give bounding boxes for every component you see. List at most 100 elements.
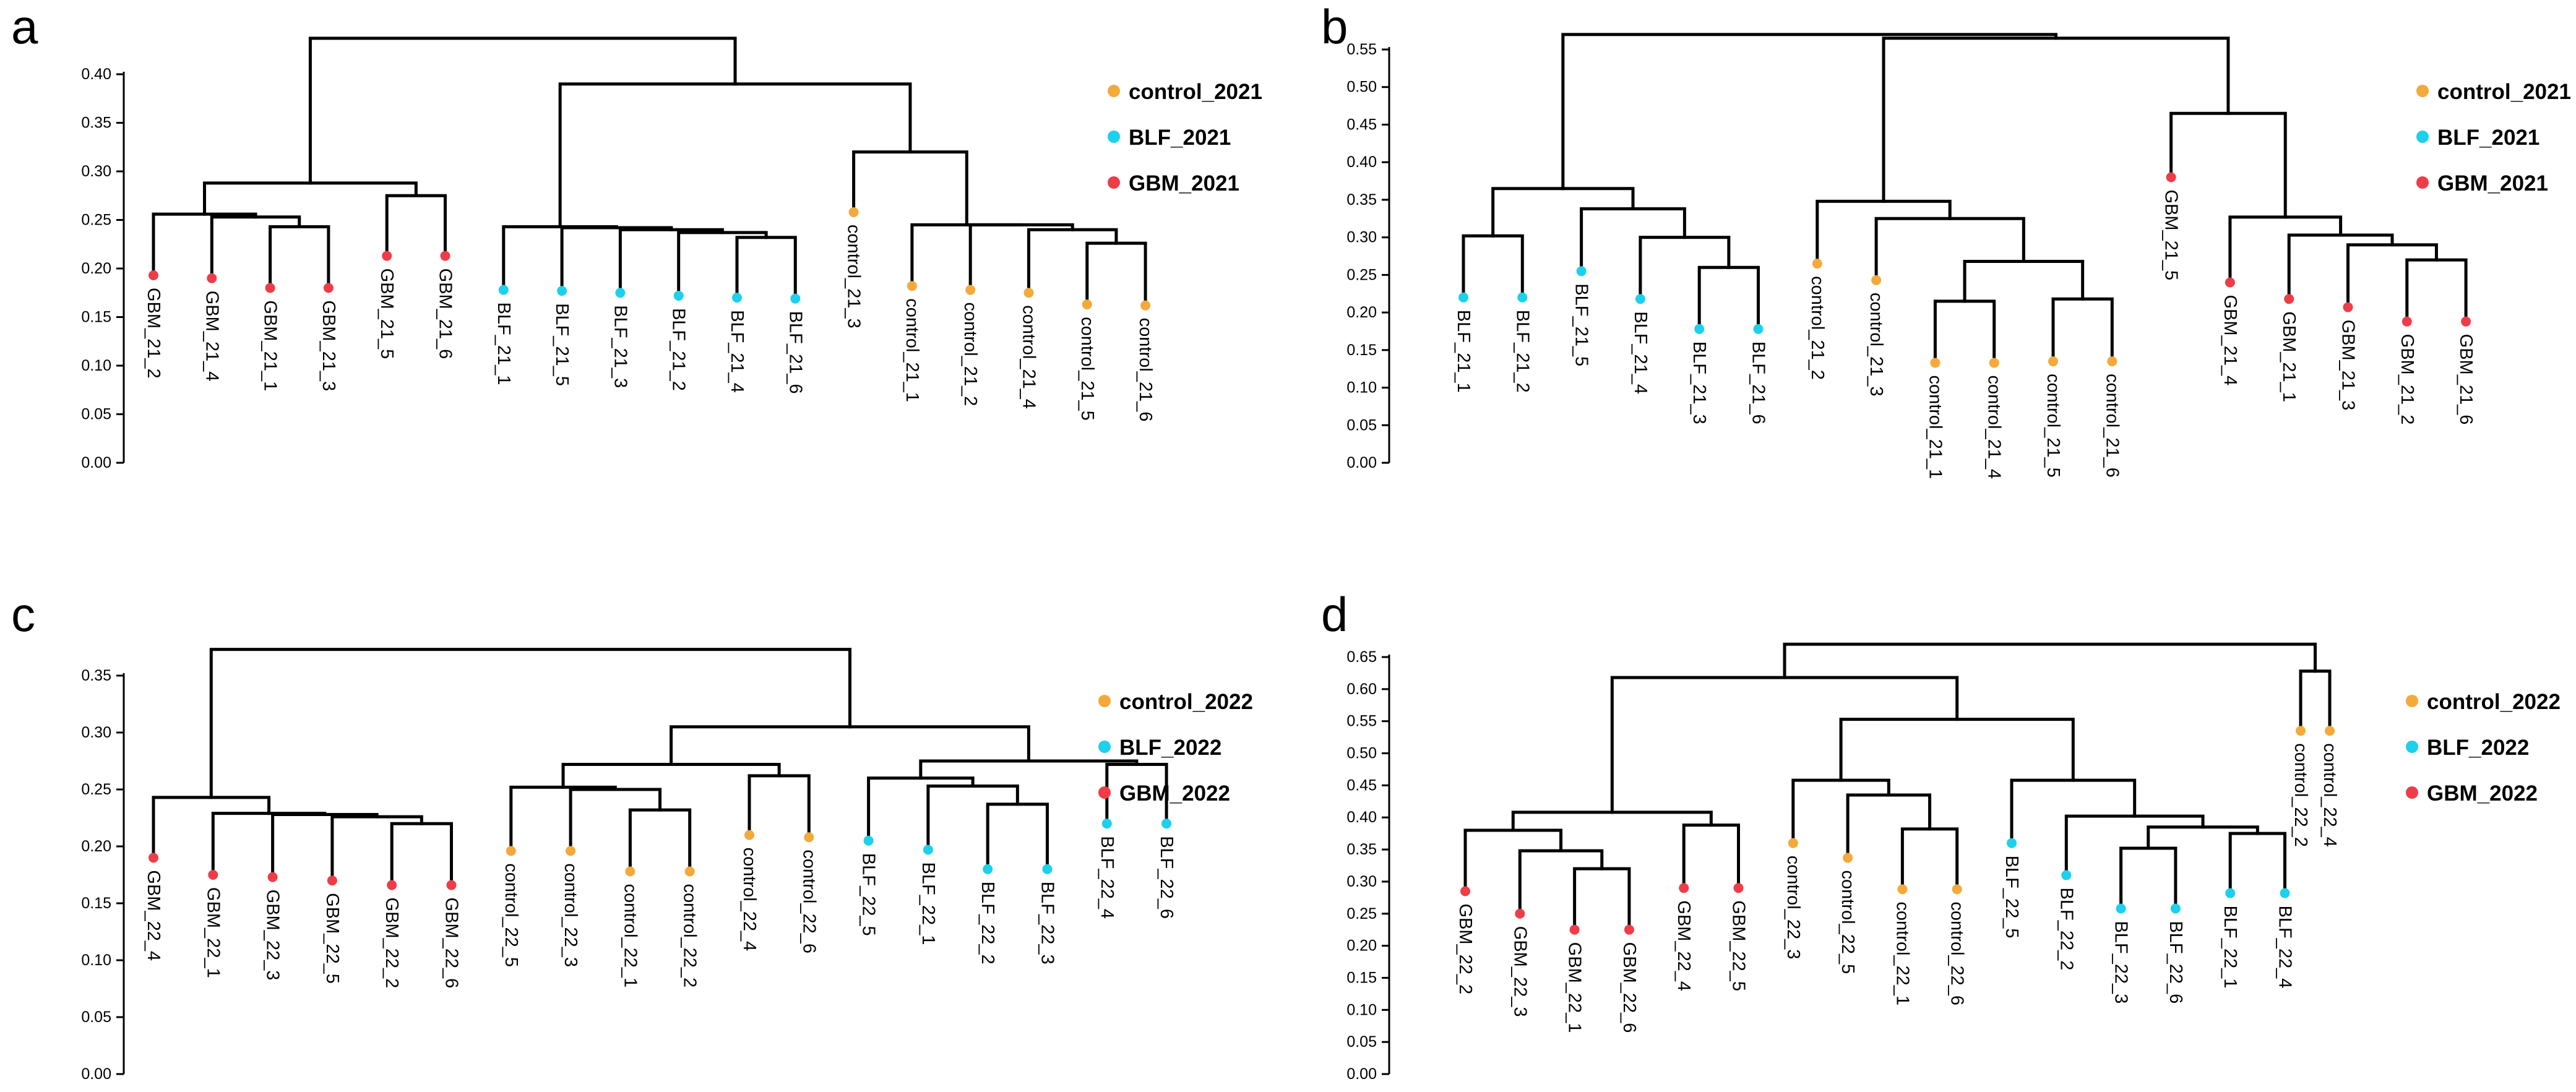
leaf-label: GBM_22_5 [1729, 900, 1749, 991]
dendrogram-branch [677, 231, 768, 298]
leaf-dot [267, 872, 278, 882]
leaf-label: GBM_22_3 [1510, 926, 1530, 1017]
legend-dot [1098, 786, 1111, 799]
leaf-label: GBM_21_3 [2338, 320, 2358, 411]
y-tick-label: 0.35 [1346, 191, 1377, 209]
y-tick-label: 0.30 [1346, 873, 1377, 890]
leaf-GBM_21_4: GBM_21_4 [2220, 277, 2240, 385]
y-axis: 0.00 0.05 0.10 0.15 0.20 0.25 0.30 0.35 0.40 0.45… [1346, 648, 1390, 1083]
leaf-BLF_22_5: BLF_22_5 [859, 835, 879, 936]
panel-b: b 0.00 0.05 0.10 0.15 0.20 0.25 0.30 0.35 0.40 0.4… [1321, 0, 2571, 479]
leaf-BLF_21_4: BLF_21_4 [727, 293, 747, 393]
y-tick-label: 0.35 [81, 114, 111, 132]
legend-label: control_2022 [2427, 690, 2561, 714]
leaf-label: BLF_22_1 [918, 862, 938, 945]
dendrogram-branch [2228, 832, 2286, 895]
leaf-label: BLF_22_3 [2111, 921, 2131, 1004]
leaf-control_21_2: control_21_2 [1807, 259, 1827, 380]
dendrogram-branch [968, 223, 1074, 292]
leaf-GBM_21_5: GBM_21_5 [377, 251, 397, 359]
leaf-BLF_22_4: BLF_22_4 [2275, 888, 2295, 988]
leaf-label: control_21_2 [960, 303, 980, 406]
dendrogram-branch [1874, 217, 2025, 282]
panel-letter: a [11, 0, 38, 54]
leaf-dot [1576, 266, 1587, 277]
leaf-label: GBM_21_2 [2397, 334, 2417, 425]
legend-item-control: control_2022 [1098, 690, 1253, 714]
leaf-dot [2166, 172, 2176, 183]
leaf-dot [1515, 908, 1525, 919]
leaf-control_22_6: control_22_6 [799, 832, 819, 953]
dendrogram-branch [209, 648, 852, 799]
y-tick-label: 0.50 [1346, 745, 1377, 762]
leaf-control_21_2: control_21_2 [960, 285, 980, 406]
leaf-label: GBM_21_4 [202, 291, 222, 382]
y-tick-label: 0.20 [1346, 304, 1377, 321]
leaf-label: GBM_21_6 [2456, 334, 2476, 425]
y-tick-label: 0.55 [1346, 41, 1377, 58]
leaf-label: control_21_6 [1135, 318, 1155, 422]
leaf-dot [149, 853, 158, 863]
leaf-BLF_22_6: BLF_22_6 [2166, 903, 2186, 1004]
leaf-dot [1694, 324, 1705, 334]
leaf-label: BLF_21_2 [1512, 310, 1532, 393]
y-tick-label: 0.15 [81, 309, 111, 326]
legend-label: BLF_2021 [1129, 126, 1231, 150]
leaf-dot [2296, 726, 2306, 736]
legend-dot [1108, 131, 1120, 143]
leaf-dot [2461, 316, 2471, 327]
leaf-GBM_21_6: GBM_21_6 [2456, 316, 2476, 425]
dendrogram-branch [1839, 718, 2075, 782]
dendrogram-branch [509, 785, 617, 853]
legend-label: GBM_2021 [2437, 171, 2548, 196]
leaf-GBM_21_2: GBM_21_2 [2397, 316, 2417, 425]
dendrogram-branch [628, 808, 692, 873]
dendrogram-branch [152, 796, 271, 859]
leaf-label: control_22_6 [799, 849, 819, 953]
leaf-control_21_6: control_21_6 [2102, 356, 2122, 478]
legend-item-BLF: BLF_2021 [2416, 126, 2539, 150]
leaf-label: BLF_22_2 [2056, 888, 2076, 971]
y-tick-label: 0.20 [1346, 937, 1377, 955]
leaf-dot [1460, 886, 1470, 896]
legend-dot [1098, 741, 1111, 753]
leaf-dot [1023, 288, 1034, 298]
legend-dot [2416, 176, 2429, 189]
y-axis: 0.00 0.05 0.10 0.15 0.20 0.25 0.30 0.35 0.40 0.45… [1346, 41, 1390, 471]
leaf-dot [2007, 838, 2017, 848]
leaf-dot [1753, 324, 1764, 334]
dendrogram-branch [747, 774, 811, 839]
leaf-label: BLF_22_4 [1097, 836, 1117, 919]
y-tick-label: 0.00 [81, 1065, 111, 1083]
leaf-GBM_21_4: GBM_21_4 [202, 273, 222, 382]
leaf-label: control_21_2 [1807, 276, 1827, 380]
legend-dot [1098, 695, 1111, 707]
leaf-label: control_21_5 [1077, 317, 1097, 421]
legend: control_2021 BLF_2021 GBM_2021 [1108, 80, 1262, 196]
leaf-dot [1161, 819, 1172, 829]
dendrogram-branch [569, 788, 662, 853]
leaf-dot [2343, 302, 2353, 312]
leaf-BLF_21_5: BLF_21_5 [552, 286, 572, 386]
dendrogram-branch [1518, 849, 1604, 916]
leaf-label: control_22_3 [1783, 856, 1803, 960]
leaf-label: control_21_5 [2043, 374, 2063, 478]
legend-item-GBM: GBM_2021 [1108, 171, 1239, 196]
leaf-label: GBM_22_2 [382, 898, 402, 989]
dendrogram-branch [1573, 867, 1631, 932]
dendrogram-branches [152, 37, 1147, 307]
dendrogram-branch [1783, 642, 2317, 679]
y-tick-label: 0.15 [1346, 969, 1377, 986]
leaf-dot [744, 830, 754, 840]
leaf-BLF_22_4: BLF_22_4 [1097, 819, 1117, 919]
leaf-label: BLF_22_6 [1157, 836, 1176, 919]
dendrogram-branch [1511, 810, 1713, 832]
leaf-label: control_22_2 [2291, 743, 2311, 847]
y-tick-label: 0.10 [81, 357, 111, 374]
dendrogram-branch [560, 226, 673, 293]
dendrogram-branch [1027, 228, 1118, 294]
leaf-GBM_21_2: GBM_21_2 [144, 270, 163, 379]
leaf-GBM_22_5: GBM_22_5 [1729, 883, 1749, 991]
leaf-GBM_21_5: GBM_21_5 [2161, 172, 2181, 280]
